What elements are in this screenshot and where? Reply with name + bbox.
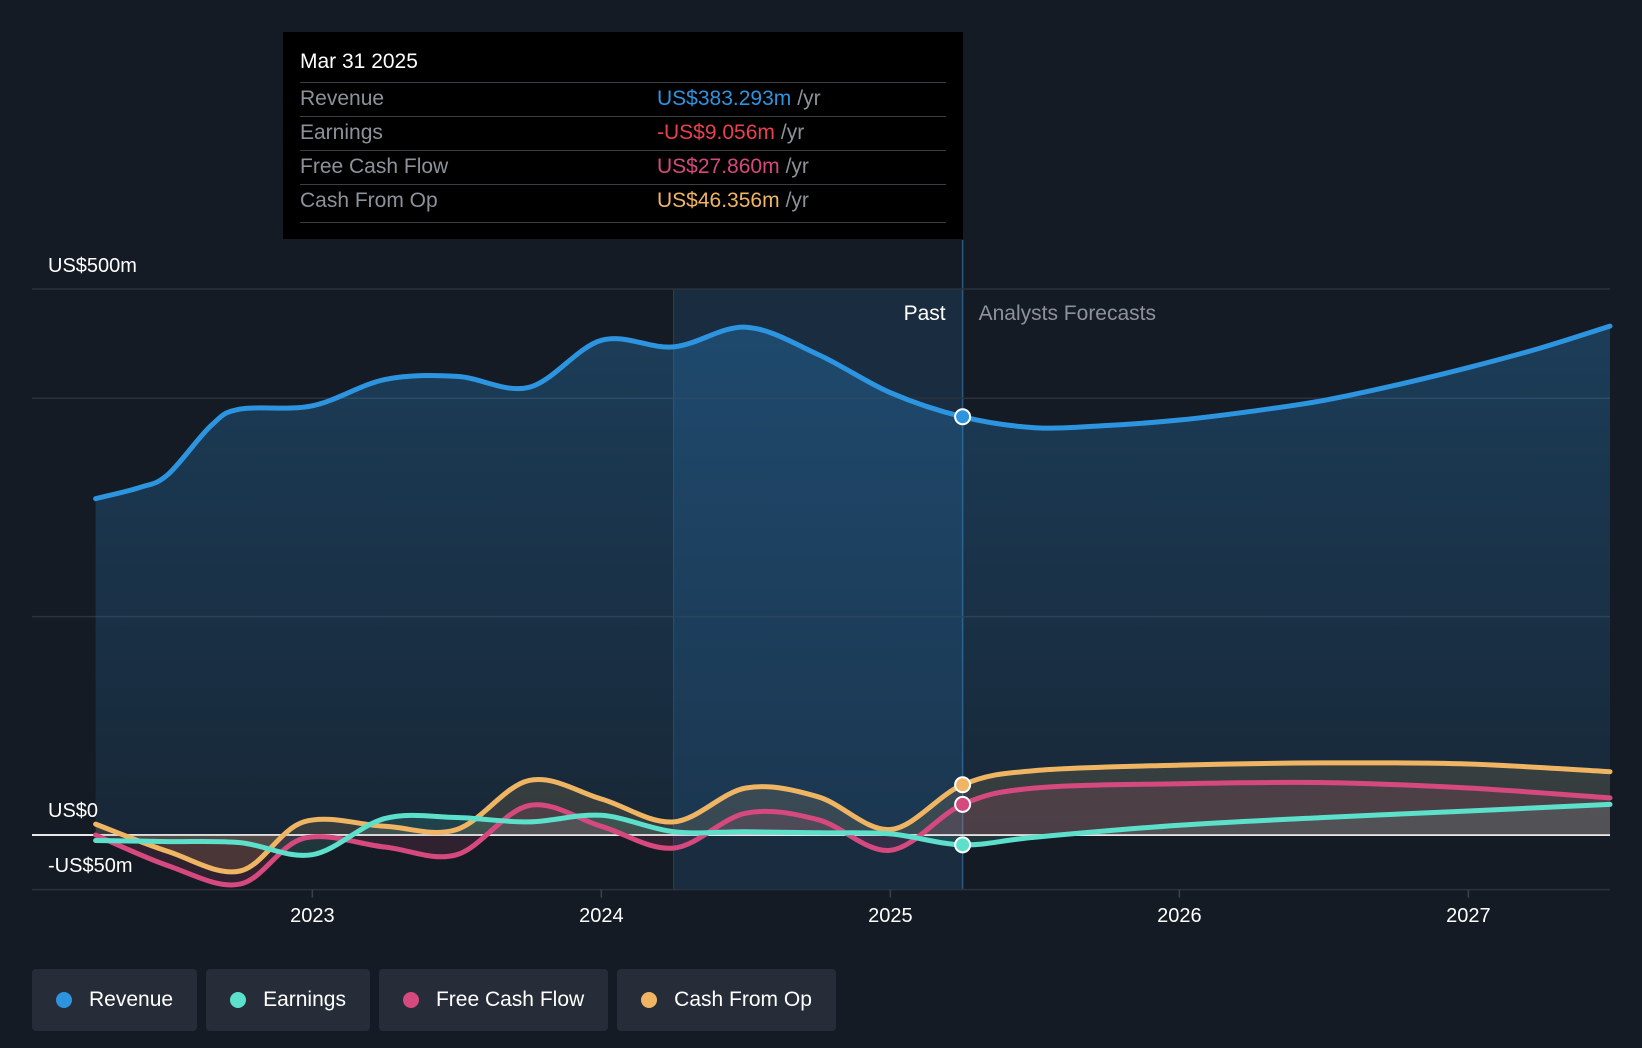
tooltip-value: US$46.356m/yr [657,189,809,213]
legend-label: Free Cash Flow [435,988,585,1011]
tooltip-value: US$27.860m/yr [657,155,809,179]
past-label: Past [904,302,946,325]
legend-label: Earnings [263,988,346,1011]
marker-revenue [954,408,972,426]
tooltip-row-cash-from-op: Cash From Op US$46.356m/yr [300,184,946,219]
legend-dot-icon [402,992,419,1008]
tooltip-value-text: US$383.293m [657,87,792,110]
y-axis-label: -US$50m [48,855,132,877]
marker-earnings [954,836,972,854]
tooltip-value-text: -US$9.056m [657,121,775,144]
legend-item-free-cash-flow[interactable]: Free Cash Flow [378,969,609,1031]
legend-item-revenue[interactable]: Revenue [32,969,198,1031]
tooltip-unit: /yr [785,155,809,178]
tooltip-unit: /yr [780,121,805,144]
tooltip-label: Cash From Op [300,189,438,212]
tooltip-unit: /yr [797,87,821,110]
legend: Revenue Earnings Free Cash Flow Cash Fro… [32,969,836,1031]
tooltip-value-text: US$27.860m [657,155,780,178]
tooltip-label: Free Cash Flow [300,155,449,178]
area-free-cash-flow [95,782,1611,885]
tooltip-row-free-cash-flow: Free Cash Flow US$27.860m/yr [300,150,946,185]
area-revenue [95,326,1611,835]
tooltip-row-earnings: Earnings -US$9.056m/yr [300,116,946,151]
tooltip-date: Mar 31 2025 [300,50,418,73]
marker-cash-from-op [954,776,972,794]
forecast-label: Analysts Forecasts [979,302,1156,325]
y-axis-label: US$500m [48,255,137,277]
x-tick-label: 2025 [868,905,913,927]
line-earnings [93,801,1613,858]
tooltip: Mar 31 2025 Revenue US$383.293m/yr Earni… [283,32,963,239]
tooltip-value: US$383.293m/yr [657,87,821,111]
marker-free-cash-flow [954,795,972,813]
legend-item-cash-from-op[interactable]: Cash From Op [617,969,836,1031]
x-tick-label: 2027 [1446,905,1491,927]
legend-label: Cash From Op [674,988,812,1011]
x-tick-label: 2024 [579,905,624,927]
line-free-cash-flow [93,779,1613,888]
x-tick-label: 2026 [1157,905,1202,927]
tooltip-divider [300,222,946,223]
tooltip-row-revenue: Revenue US$383.293m/yr [300,82,946,117]
legend-dot-icon [56,992,72,1008]
legend-label: Revenue [89,988,174,1011]
tooltip-unit: /yr [785,189,809,212]
x-tick-label: 2023 [290,905,335,927]
line-cash-from-op [93,760,1613,875]
tooltip-value: -US$9.056m/yr [657,121,804,145]
legend-dot-icon [230,992,247,1008]
line-revenue [93,323,1613,502]
tooltip-label: Earnings [300,121,383,144]
tooltip-label: Revenue [300,87,385,110]
y-axis-label: US$0 [48,800,98,822]
legend-item-earnings[interactable]: Earnings [206,969,370,1031]
tooltip-value-text: US$46.356m [657,189,780,212]
legend-dot-icon [641,992,658,1008]
